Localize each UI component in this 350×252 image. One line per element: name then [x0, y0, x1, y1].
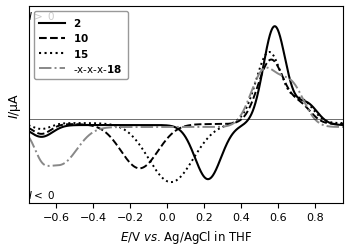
Text: $I >$ 0: $I >$ 0	[28, 10, 55, 22]
Text: $I <$ 0: $I <$ 0	[28, 188, 55, 201]
X-axis label: $E$/V $vs$. Ag/AgCl in THF: $E$/V $vs$. Ag/AgCl in THF	[120, 228, 252, 245]
Legend: $\mathbf{2}$, $\mathbf{10}$, $\mathbf{15}$, -x-x-x-$\mathbf{18}$: $\mathbf{2}$, $\mathbf{10}$, $\mathbf{15…	[34, 12, 128, 80]
Y-axis label: $I$/μA: $I$/μA	[7, 92, 23, 118]
